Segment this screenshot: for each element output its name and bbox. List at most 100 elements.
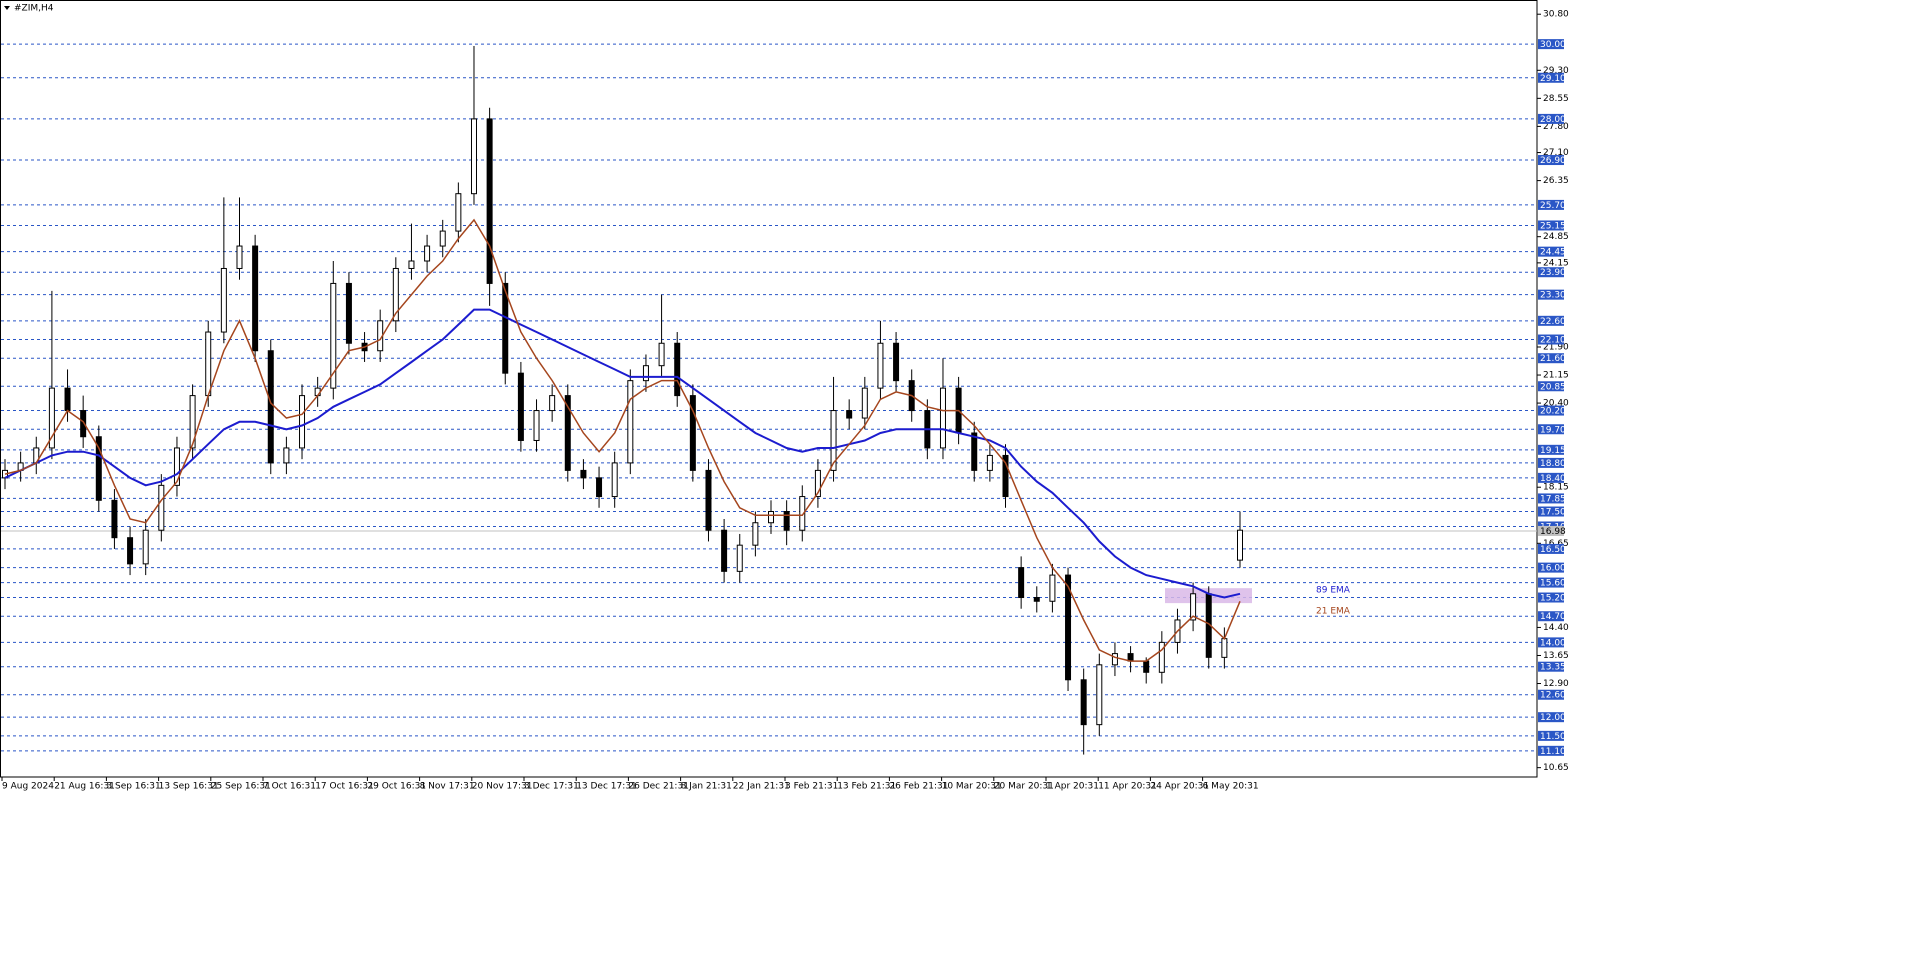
level-label-bg	[1538, 689, 1564, 700]
level-label: 28.00	[1540, 115, 1566, 125]
x-tick-label: 20 Mar 20:31	[994, 782, 1054, 792]
y-tick-label: 24.85	[1543, 232, 1569, 242]
level-label: 30.00	[1540, 40, 1566, 50]
level-label-bg	[1538, 72, 1564, 83]
candle-body	[877, 342, 884, 389]
x-tick-label: 10 Mar 20:31	[942, 782, 1002, 792]
x-tick-label: 1 Apr 20:31	[1046, 782, 1099, 792]
candle-body	[95, 436, 102, 501]
candle-body	[549, 395, 556, 412]
y-tick-label: 13.65	[1543, 651, 1569, 661]
candle-body	[283, 447, 290, 464]
ema-line	[4, 218, 1241, 662]
candle-body	[470, 118, 477, 195]
level-label-bg	[1538, 745, 1564, 756]
x-tick-label: 9 Aug 2024	[2, 782, 54, 792]
x-tick-label: 21 Aug 16:31	[54, 782, 115, 792]
y-tick-label: 18.15	[1543, 483, 1569, 493]
level-label-bg	[1538, 592, 1564, 603]
candle-body	[1111, 653, 1118, 666]
level-label: 12.60	[1540, 691, 1566, 701]
candle-body	[142, 529, 149, 565]
level-label-bg	[1538, 289, 1564, 300]
level-label: 29.10	[1540, 74, 1566, 84]
candle-body	[1065, 574, 1072, 681]
level-label-bg	[1538, 334, 1564, 345]
candle-body	[486, 118, 493, 284]
level-label-bg	[1538, 405, 1564, 416]
menu-arrow[interactable]	[4, 6, 10, 10]
candle-body	[205, 331, 212, 397]
x-tick-label: 8 Nov 17:31	[420, 782, 475, 792]
y-tick-label: 20.40	[1543, 399, 1569, 409]
candle-body	[814, 469, 821, 498]
level-label: 21.60	[1540, 354, 1566, 364]
chart-title: #ZIM,H4	[14, 4, 54, 14]
level-label-bg	[1538, 562, 1564, 573]
candle-body	[611, 462, 618, 498]
price-label: 16.98	[1540, 527, 1566, 537]
level-label-bg	[1538, 315, 1564, 326]
candle-body	[502, 282, 509, 374]
level-label: 13.35	[1540, 663, 1566, 673]
y-tick-label: 10.65	[1543, 763, 1569, 773]
y-tick-label: 12.90	[1543, 679, 1569, 689]
y-tick-label: 24.15	[1543, 258, 1569, 268]
level-label-bg	[1538, 493, 1564, 504]
candle-body	[299, 395, 306, 449]
candle-body	[721, 529, 728, 572]
candle-body	[1143, 660, 1150, 673]
level-label-bg	[1538, 39, 1564, 50]
level-label: 12.00	[1540, 713, 1566, 723]
candle-body	[533, 410, 540, 441]
candle-body	[220, 267, 227, 333]
x-tick-label: 11 Apr 20:31	[1098, 782, 1157, 792]
candle-body	[986, 454, 993, 471]
level-label: 23.90	[1540, 268, 1566, 278]
level-label-bg	[1538, 246, 1564, 257]
level-label: 19.15	[1540, 446, 1566, 456]
x-tick-label: 3 Sep 16:31	[106, 782, 160, 792]
candle-body	[580, 469, 587, 479]
level-label-bg	[1538, 444, 1564, 455]
candle-body	[189, 395, 196, 449]
candle-body	[674, 342, 681, 397]
level-label: 25.15	[1540, 221, 1566, 231]
y-tick-label: 16.65	[1543, 539, 1569, 549]
candle-body	[689, 395, 696, 471]
x-tick-label: 3 Dec 17:31	[524, 782, 579, 792]
x-tick-label: 25 Sep 16:31	[211, 782, 271, 792]
level-label: 22.60	[1540, 317, 1566, 327]
x-tick-label: 17 Oct 16:31	[315, 782, 374, 792]
level-label: 17.50	[1540, 508, 1566, 518]
plot-frame	[0, 0, 1538, 778]
candle-body	[1080, 679, 1087, 726]
x-tick-label: 20 Nov 17:31	[472, 782, 533, 792]
level-label: 26.90	[1540, 156, 1566, 166]
candle-body	[752, 522, 759, 546]
candle-body	[158, 484, 165, 531]
x-tick-label: 13 Sep 16:31	[159, 782, 219, 792]
y-tick-label: 26.35	[1543, 176, 1569, 186]
candle-body	[1190, 593, 1197, 621]
candle-body	[783, 511, 790, 531]
candle-body	[408, 260, 415, 269]
candle-body	[1096, 664, 1103, 726]
level-label: 16.50	[1540, 545, 1566, 555]
level-label-bg	[1538, 577, 1564, 588]
level-label-bg	[1538, 267, 1564, 278]
candle-body	[517, 372, 524, 441]
candle-body	[627, 380, 634, 464]
candle-body	[48, 387, 55, 449]
y-tick-label: 28.55	[1543, 94, 1569, 104]
candle-body	[111, 499, 118, 539]
level-label: 15.20	[1540, 594, 1566, 604]
level-label-bg	[1538, 637, 1564, 648]
candle-body	[64, 387, 71, 412]
candle-body	[768, 511, 775, 524]
candle-body	[799, 496, 806, 531]
price-label-bg	[1538, 525, 1564, 536]
level-label: 11.10	[1540, 747, 1566, 757]
candle-body	[1221, 638, 1228, 658]
